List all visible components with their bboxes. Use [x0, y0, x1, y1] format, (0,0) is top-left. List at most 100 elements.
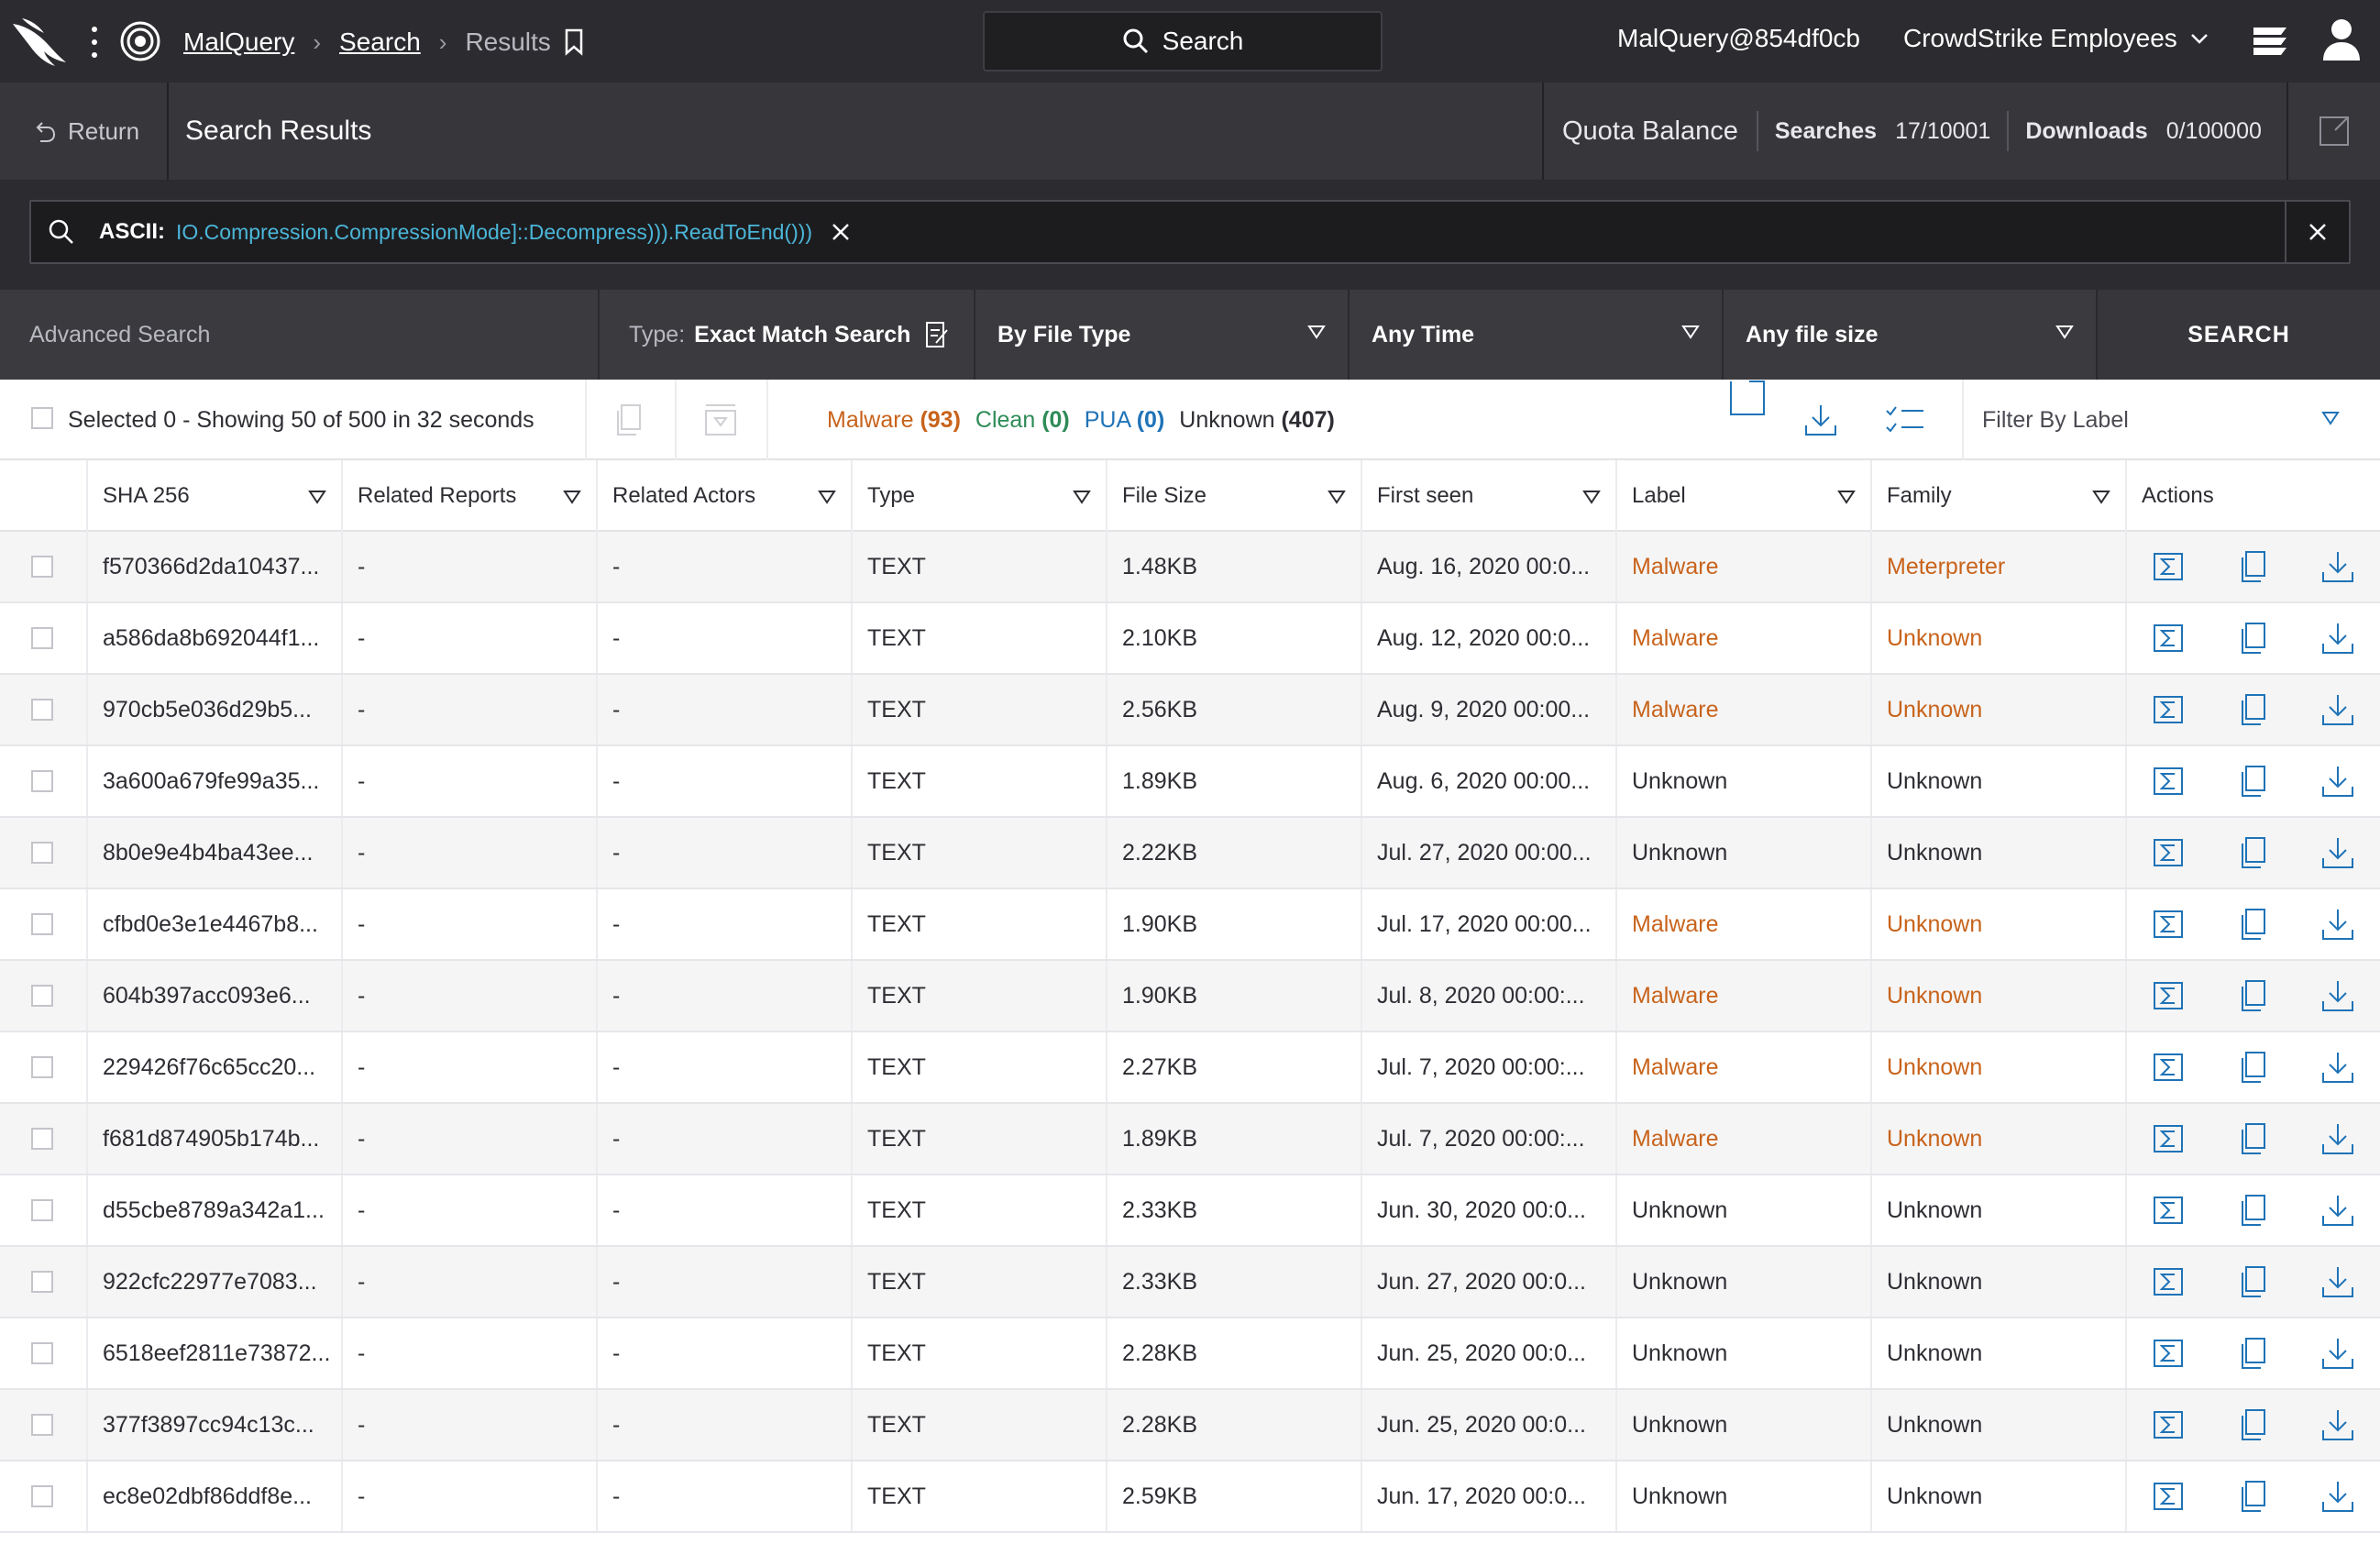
- view-strings-button[interactable]: [2149, 1047, 2189, 1087]
- table-row[interactable]: 8b0e9e4b4ba43ee... - - TEXT 2.22KB Jul. …: [0, 818, 2380, 889]
- filter-triangle-icon[interactable]: [1073, 490, 1091, 504]
- view-strings-button[interactable]: [2149, 904, 2189, 944]
- view-strings-button[interactable]: [2149, 689, 2189, 730]
- sort-sha256-column[interactable]: SHA 256: [88, 460, 343, 532]
- sha256-value[interactable]: ec8e02dbf86ddf8e...: [103, 1483, 312, 1509]
- download-sample-button[interactable]: [2318, 1405, 2358, 1445]
- view-strings-button[interactable]: [2149, 618, 2189, 658]
- view-strings-button[interactable]: [2149, 833, 2189, 873]
- sha256-cell[interactable]: a586da8b692044f1...: [88, 603, 343, 673]
- row-checkbox[interactable]: [31, 1414, 53, 1436]
- remove-query-term-icon[interactable]: [831, 222, 851, 242]
- pua-count-filter[interactable]: PUA (0): [1084, 407, 1165, 433]
- sort-type-column[interactable]: Type: [853, 460, 1107, 532]
- sort-label-column[interactable]: Label: [1617, 460, 1872, 532]
- row-checkbox[interactable]: [31, 1128, 53, 1150]
- select-all-checkbox[interactable]: [31, 407, 53, 429]
- view-strings-button[interactable]: [2149, 1476, 2189, 1516]
- sha256-value[interactable]: f681d874905b174b...: [103, 1125, 320, 1152]
- row-checkbox[interactable]: [31, 985, 53, 1007]
- table-row[interactable]: 970cb5e036d29b5... - - TEXT 2.56KB Aug. …: [0, 675, 2380, 746]
- org-selector[interactable]: CrowdStrike Employees: [1903, 24, 2209, 53]
- download-sample-button[interactable]: [2318, 1476, 2358, 1516]
- copy-hash-button[interactable]: [2233, 1119, 2274, 1159]
- copy-hash-button[interactable]: [2233, 1405, 2274, 1445]
- file-type-dropdown[interactable]: By File Type: [975, 290, 1350, 380]
- view-strings-button[interactable]: [2149, 1333, 2189, 1373]
- filter-triangle-icon[interactable]: [563, 490, 581, 504]
- row-checkbox[interactable]: [31, 556, 53, 578]
- more-menu-icon[interactable]: [86, 24, 103, 61]
- download-sample-button[interactable]: [2318, 1262, 2358, 1302]
- user-profile-icon[interactable]: [2321, 17, 2362, 62]
- filter-triangle-icon[interactable]: [308, 490, 326, 504]
- view-strings-button[interactable]: [2149, 976, 2189, 1016]
- support-stack-icon[interactable]: [2250, 20, 2290, 61]
- view-strings-button[interactable]: [2149, 546, 2189, 587]
- sha256-value[interactable]: 229426f76c65cc20...: [103, 1053, 316, 1080]
- user-account-name[interactable]: MalQuery@854df0cb: [1617, 24, 1861, 52]
- view-strings-button[interactable]: [2149, 1405, 2189, 1445]
- copy-hash-button[interactable]: [2233, 689, 2274, 730]
- sha256-cell[interactable]: f681d874905b174b...: [88, 1104, 343, 1174]
- archive-selected-icon[interactable]: [702, 402, 739, 438]
- malware-count-filter[interactable]: Malware (93): [827, 407, 961, 433]
- open-new-window-button[interactable]: [2286, 83, 2380, 180]
- row-checkbox[interactable]: [31, 1342, 53, 1364]
- download-sample-button[interactable]: [2318, 1190, 2358, 1230]
- copy-selected-icon[interactable]: [612, 402, 649, 438]
- sha256-value[interactable]: 8b0e9e4b4ba43ee...: [103, 839, 314, 866]
- sha256-value[interactable]: d55cbe8789a342a1...: [103, 1197, 325, 1223]
- sha256-cell[interactable]: f570366d2da10437...: [88, 532, 343, 601]
- sha256-value[interactable]: 377f3897cc94c13c...: [103, 1411, 314, 1438]
- copy-hash-button[interactable]: [2233, 904, 2274, 944]
- download-sample-button[interactable]: [2318, 546, 2358, 587]
- view-strings-button[interactable]: [2149, 1190, 2189, 1230]
- clear-query-button[interactable]: [2285, 202, 2349, 262]
- sha256-cell[interactable]: d55cbe8789a342a1...: [88, 1175, 343, 1245]
- table-row[interactable]: 377f3897cc94c13c... - - TEXT 2.28KB Jun.…: [0, 1390, 2380, 1461]
- breadcrumb-malquery-link[interactable]: MalQuery: [183, 28, 295, 56]
- view-strings-button[interactable]: [2149, 761, 2189, 801]
- filter-triangle-icon[interactable]: [818, 490, 836, 504]
- download-sample-button[interactable]: [2318, 904, 2358, 944]
- copy-hash-button[interactable]: [2233, 1476, 2274, 1516]
- table-row[interactable]: 604b397acc093e6... - - TEXT 1.90KB Jul. …: [0, 961, 2380, 1032]
- sha256-cell[interactable]: 922cfc22977e7083...: [88, 1247, 343, 1317]
- sha256-cell[interactable]: 3a600a679fe99a35...: [88, 746, 343, 816]
- copy-hash-button[interactable]: [2233, 976, 2274, 1016]
- sha256-cell[interactable]: 8b0e9e4b4ba43ee...: [88, 818, 343, 888]
- sha256-value[interactable]: 970cb5e036d29b5...: [103, 696, 312, 722]
- advanced-search-toggle[interactable]: Advanced Search: [0, 290, 600, 380]
- row-checkbox[interactable]: [31, 913, 53, 935]
- sha256-cell[interactable]: 970cb5e036d29b5...: [88, 675, 343, 744]
- sha256-cell[interactable]: cfbd0e3e1e4467b8...: [88, 889, 343, 959]
- download-sample-button[interactable]: [2318, 618, 2358, 658]
- query-input[interactable]: ASCII: IO.Compression.CompressionMode]::…: [29, 200, 2351, 264]
- table-row[interactable]: 3a600a679fe99a35... - - TEXT 1.89KB Aug.…: [0, 746, 2380, 818]
- table-row[interactable]: 229426f76c65cc20... - - TEXT 2.27KB Jul.…: [0, 1032, 2380, 1104]
- copy-hash-button[interactable]: [2233, 1190, 2274, 1230]
- return-button[interactable]: Return: [0, 83, 169, 180]
- filter-triangle-icon[interactable]: [1328, 490, 1346, 504]
- unknown-count-filter[interactable]: Unknown (407): [1179, 407, 1335, 433]
- table-row[interactable]: a586da8b692044f1... - - TEXT 2.10KB Aug.…: [0, 603, 2380, 675]
- sha256-cell[interactable]: 229426f76c65cc20...: [88, 1032, 343, 1102]
- filter-by-label-dropdown[interactable]: Filter By Label: [1962, 380, 2380, 460]
- sha256-value[interactable]: a586da8b692044f1...: [103, 624, 320, 651]
- table-row[interactable]: 922cfc22977e7083... - - TEXT 2.33KB Jun.…: [0, 1247, 2380, 1318]
- copy-hash-button[interactable]: [2233, 1262, 2274, 1302]
- global-search-button[interactable]: Search: [983, 11, 1383, 72]
- sort-related-reports-column[interactable]: Related Reports: [343, 460, 598, 532]
- row-checkbox[interactable]: [31, 627, 53, 649]
- filter-triangle-icon[interactable]: [1582, 490, 1601, 504]
- sha256-cell[interactable]: 6518eef2811e73872...: [88, 1318, 343, 1388]
- row-checkbox[interactable]: [31, 1199, 53, 1221]
- table-row[interactable]: f681d874905b174b... - - TEXT 1.89KB Jul.…: [0, 1104, 2380, 1175]
- download-sample-button[interactable]: [2318, 1119, 2358, 1159]
- table-row[interactable]: 6518eef2811e73872... - - TEXT 2.28KB Jun…: [0, 1318, 2380, 1390]
- table-row[interactable]: f570366d2da10437... - - TEXT 1.48KB Aug.…: [0, 532, 2380, 603]
- sha256-value[interactable]: cfbd0e3e1e4467b8...: [103, 910, 318, 937]
- sha256-cell[interactable]: 604b397acc093e6...: [88, 961, 343, 1031]
- row-checkbox[interactable]: [31, 770, 53, 792]
